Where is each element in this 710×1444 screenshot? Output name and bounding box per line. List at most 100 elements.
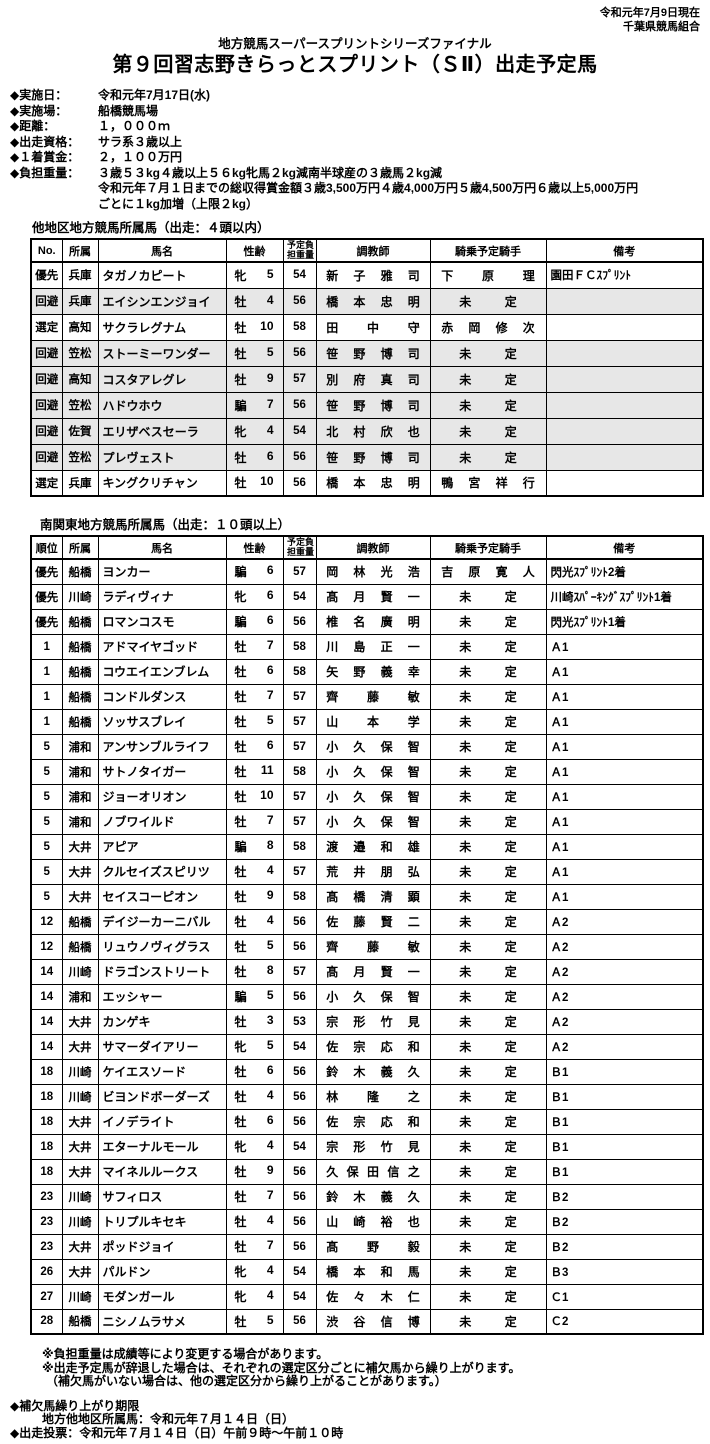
cell-affiliation: 船橋 [61,1308,99,1335]
cell-jockey: 赤岡修次 [429,313,547,341]
cell-note: Ａ2 [545,1008,704,1035]
cell-note: Ａ1 [545,783,704,810]
cell-jockey: 未定 [429,339,547,367]
table-row: 1 船橋 アドマイヤゴッド 牡 7 58 川島正一 未定 Ａ1 [30,633,704,660]
cell-sex-age: 牡 4 [225,858,284,885]
table-row: 回避 笠松 ハドウホウ 騙 7 56 笹野博司 未定 [30,391,704,419]
trainer-name: 田中守 [326,320,420,335]
cell-horse-name: セイスコーピオン [97,883,227,910]
cell-rank: 14 [30,1008,63,1035]
sex-value: 騙 [234,990,247,1004]
sex-value: 騙 [234,398,247,413]
cell-rank: 27 [30,1283,63,1310]
sex-value: 騙 [234,840,247,854]
cell-weight: 58 [282,658,317,685]
sex-value: 牡 [234,1165,247,1179]
cell-weight: 56 [282,1183,317,1210]
cell-note: 閃光ｽﾌﾟﾘﾝﾄ2着 [545,558,704,585]
table-row: 回避 兵庫 エイシンエンジョイ 牡 4 56 橋本忠明 未定 [30,287,704,315]
cell-jockey: 未定 [429,608,547,635]
cell-trainer: 小久保智 [315,783,431,810]
cell-selection-status: 回避 [30,365,63,393]
cell-weight: 56 [282,391,317,419]
cell-horse-name: エイシンエンジョイ [97,287,227,315]
cell-selection-status: 選定 [30,469,63,497]
cell-horse-name: マイネルルークス [97,1158,227,1185]
cell-sex-age: 牡 10 [225,469,284,497]
cell-sex-age: 牡 5 [225,1308,284,1335]
cell-rank: 18 [30,1108,63,1135]
table-row: 1 船橋 コンドルダンス 牡 7 57 齊藤敏 未定 Ａ1 [30,683,704,710]
cell-jockey: 未定 [429,583,547,610]
trainer-name: 笹野博司 [326,346,420,361]
cell-trainer: 佐藤賢二 [315,908,431,935]
sex-value: 牡 [234,1115,247,1129]
sex-value: 牡 [234,690,247,704]
table-row: 23 大井 ポッドジョイ 牡 7 56 髙野毅 未定 Ｂ2 [30,1233,704,1260]
cell-note: Ｂ1 [545,1108,704,1135]
cell-affiliation: 高知 [61,313,99,341]
sex-value: 牡 [234,790,247,804]
jockey-name: 未定 [459,765,517,779]
col-header-horse: 馬名 [97,535,227,560]
cell-rank: 優先 [30,558,63,585]
cell-sex-age: 牡 6 [225,1108,284,1135]
cell-trainer: 齊藤敏 [315,933,431,960]
trainer-name: 齊藤敏 [326,690,420,704]
jockey-name: 未定 [459,1215,517,1229]
cell-note: Ｂ3 [545,1258,704,1285]
cell-trainer: 宗形竹見 [315,1008,431,1035]
cell-weight: 57 [282,683,317,710]
cell-rank: 12 [30,933,63,960]
cell-sex-age: 牡 6 [225,658,284,685]
cell-rank: 1 [30,708,63,735]
cell-horse-name: カンゲキ [97,1008,227,1035]
trainer-name: 宗形竹見 [326,1140,420,1154]
col-header-trainer: 調教師 [315,238,431,263]
cell-affiliation: 大井 [61,1033,99,1060]
cell-sex-age: 牝 5 [225,1033,284,1060]
jockey-name: 未定 [459,1015,517,1029]
jockey-name: 未定 [459,965,517,979]
table-row: 18 大井 エターナルモール 牝 4 54 宗形竹見 未定 Ｂ1 [30,1133,704,1160]
cell-note [545,443,704,471]
cell-weight: 54 [282,1283,317,1310]
table-row: 回避 笠松 プレヴェスト 牡 6 56 笹野博司 未定 [30,443,704,471]
sex-value: 牡 [234,915,247,929]
age-value: 4 [266,1138,274,1152]
cell-trainer: 橋本和馬 [315,1258,431,1285]
cell-jockey: 未定 [429,933,547,960]
table-row: 回避 高知 コスタアレグレ 牡 9 57 別府真司 未定 [30,365,704,393]
cell-horse-name: エターナルモール [97,1133,227,1160]
cell-weight: 56 [282,469,317,497]
cell-trainer: 鈴木義久 [315,1058,431,1085]
table-row: 優先 船橋 ヨンカー 騙 6 57 岡林光浩 吉原寛人 閃光ｽﾌﾟﾘﾝﾄ2着 [30,558,704,585]
cell-note: 園田ＦＣｽﾌﾟﾘﾝﾄ [545,261,704,289]
jockey-name: 未定 [459,815,517,829]
cell-sex-age: 牡 9 [225,365,284,393]
cell-sex-age: 牡 3 [225,1008,284,1035]
cell-weight: 56 [282,1058,317,1085]
col-header-sexage: 性齢 [225,535,284,560]
col-header-weight-label: 予定負担重量 [286,240,314,260]
info-row-distance: ◆距離： １，０００ｍ [10,119,710,135]
cell-jockey: 未定 [429,783,547,810]
cell-jockey: 未定 [429,1308,547,1335]
trainer-name: 小久保智 [326,790,420,804]
cell-affiliation: 笠松 [61,391,99,419]
cell-trainer: 荒井朋弘 [315,858,431,885]
jockey-name: 未定 [459,1140,517,1154]
table-row: 14 浦和 エッシャー 騙 5 56 小久保智 未定 Ａ2 [30,983,704,1010]
cell-note: Ｂ2 [545,1183,704,1210]
cell-horse-name: ケイエスソード [97,1058,227,1085]
cell-affiliation: 佐賀 [61,417,99,445]
cell-weight: 54 [282,1033,317,1060]
cell-horse-name: ニシノムラサメ [97,1308,227,1335]
cell-weight: 56 [282,1233,317,1260]
jockey-name: 未定 [459,990,517,1004]
cell-weight: 58 [282,833,317,860]
table-row: 5 大井 クルセイズスピリツ 牡 4 57 荒井朋弘 未定 Ａ1 [30,858,704,885]
sex-value: 牡 [234,372,247,387]
info-row-eligibility: ◆出走資格： サラ系３歳以上 [10,135,710,151]
cell-jockey: 吉原寛人 [429,558,547,585]
